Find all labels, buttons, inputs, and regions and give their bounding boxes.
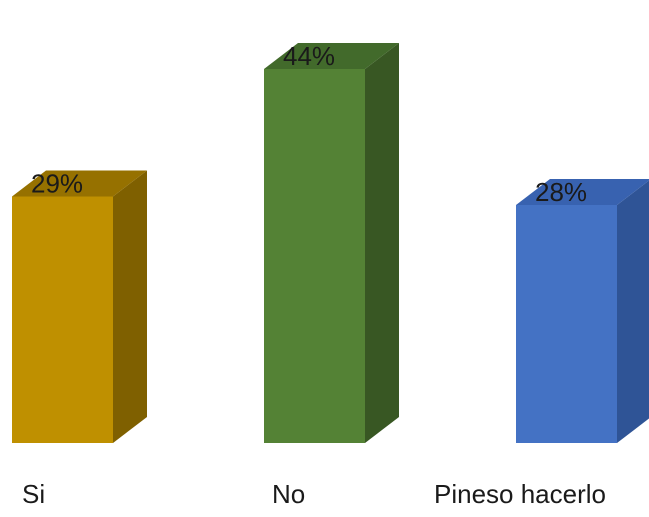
bar-front [12, 196, 113, 443]
bar-front [516, 205, 617, 443]
data-label: 28% [535, 177, 587, 207]
category-label: Pineso hacerlo [434, 479, 606, 509]
bar-no [264, 43, 399, 443]
bar-side [365, 43, 399, 443]
bar-top [12, 170, 147, 197]
bar-side [617, 180, 649, 443]
bar-top [264, 43, 399, 69]
category-label: No [272, 479, 305, 509]
bar-front [264, 69, 365, 443]
category-label: Si [22, 479, 45, 509]
bar-pineso-hacerlo [516, 179, 649, 443]
bar-side [113, 170, 147, 443]
bar-si [12, 170, 147, 443]
bar-top [516, 179, 649, 205]
data-label: 29% [31, 169, 83, 199]
data-label: 44% [283, 41, 335, 71]
